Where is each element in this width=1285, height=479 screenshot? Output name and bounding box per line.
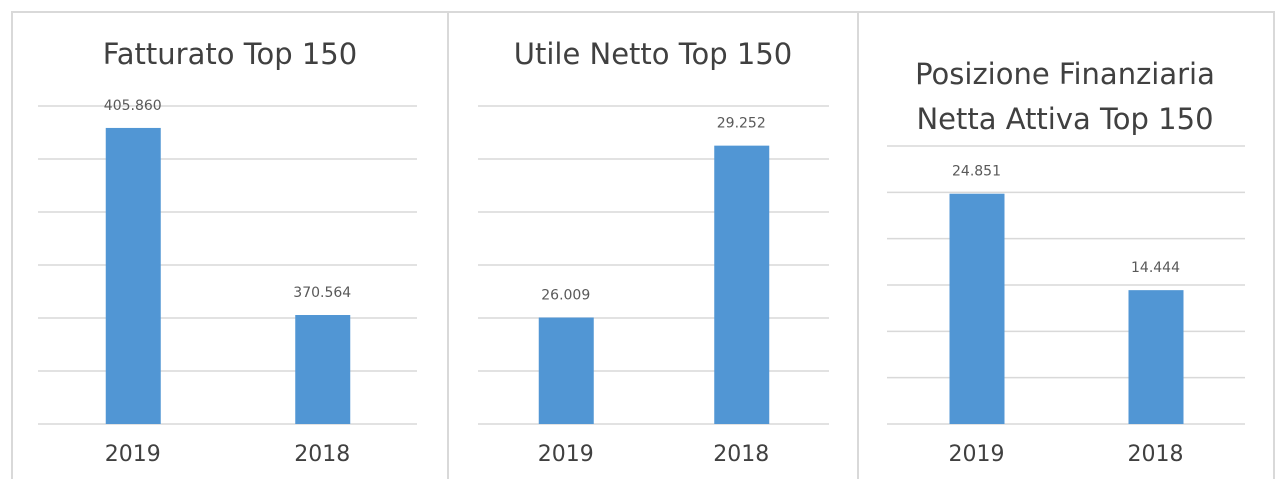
frame [11, 11, 1275, 479]
x-tick-label: 2018 [713, 442, 769, 467]
bar [949, 193, 1005, 424]
bar [538, 317, 594, 424]
data-label: 26.009 [541, 288, 590, 304]
data-label: 405.860 [104, 98, 162, 114]
bar [105, 127, 161, 424]
chart-title: Posizione Finanziaria Netta Attiva Top 1… [915, 57, 1215, 136]
chart-title: Utile Netto Top 150 [513, 37, 793, 71]
x-tick-label: 2019 [105, 442, 161, 467]
data-label: 14.444 [1131, 260, 1180, 276]
data-label: 24.851 [952, 164, 1001, 180]
data-label: 29.252 [717, 116, 766, 132]
data-label: 370.564 [293, 285, 351, 301]
x-tick-label: 2019 [538, 442, 594, 467]
chart-title: Fatturato Top 150 [102, 37, 358, 71]
bar [714, 145, 770, 425]
x-tick-label: 2018 [294, 442, 350, 467]
bar [1128, 290, 1184, 424]
x-tick-label: 2018 [1128, 442, 1184, 467]
bar [295, 315, 351, 424]
x-tick-label: 2019 [949, 442, 1005, 467]
